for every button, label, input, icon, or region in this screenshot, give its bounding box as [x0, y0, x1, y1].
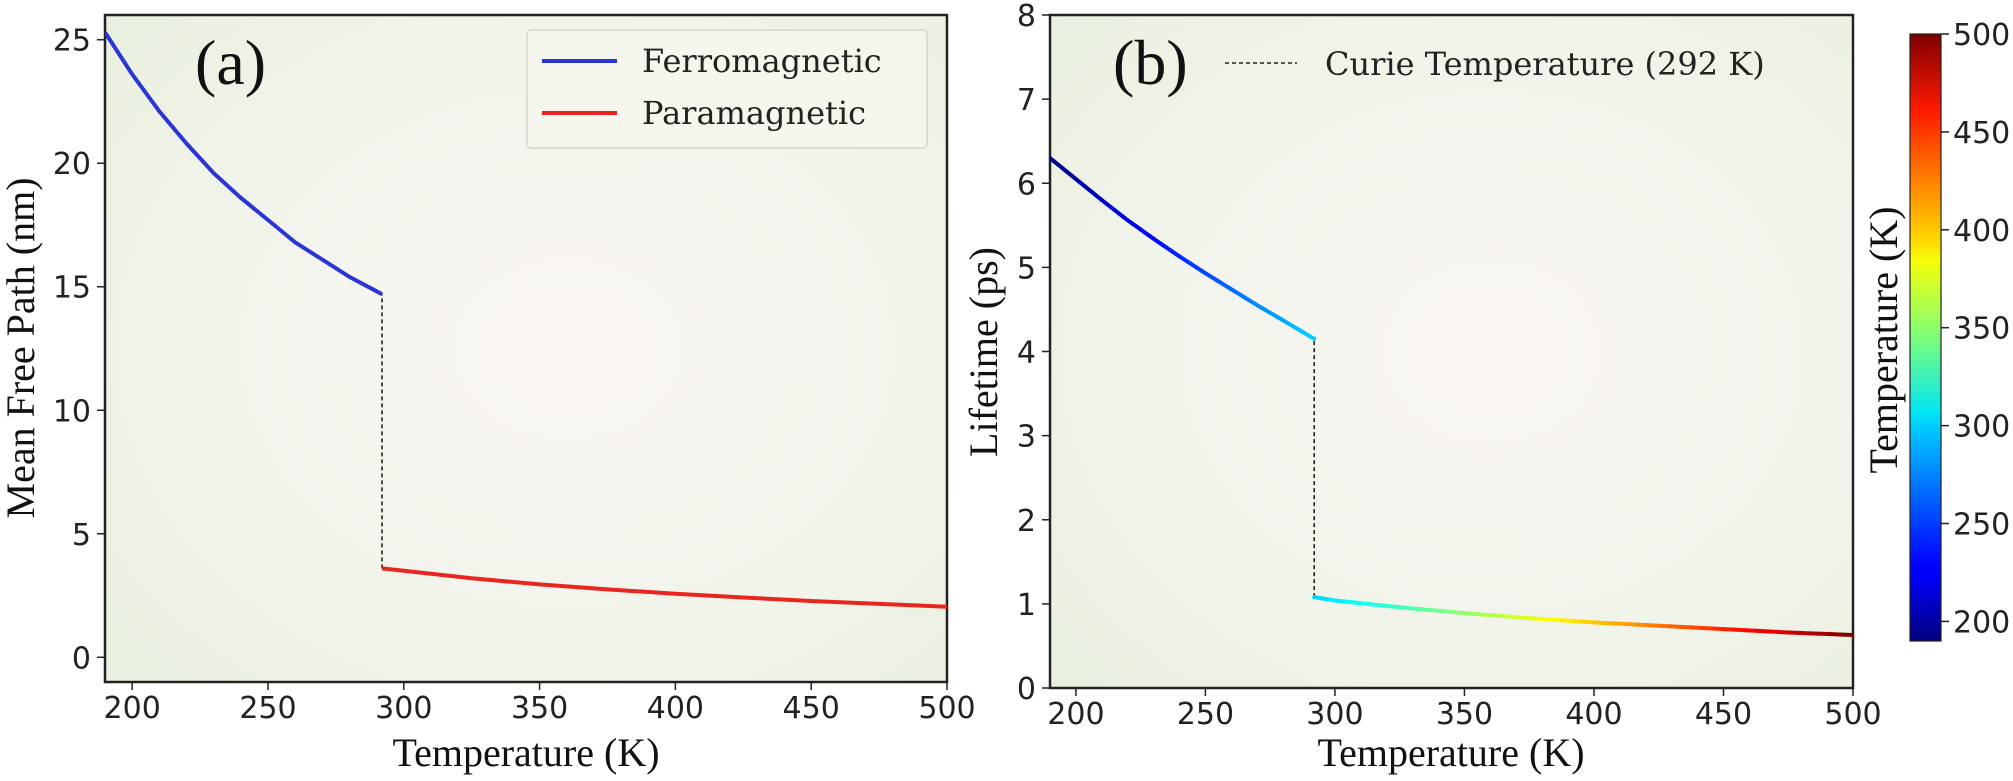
colorbar-tick-label: 500: [1953, 18, 2010, 53]
x-ticks-a: 200 250 300 350 400 450 500: [104, 682, 976, 726]
x-tick-label: 450: [783, 691, 840, 726]
y-tick-label: 8: [1017, 0, 1036, 34]
x-tick-label: 400: [647, 691, 704, 726]
y-tick-label: 20: [53, 147, 91, 182]
x-tick-label: 450: [1695, 697, 1752, 732]
x-tick-label: 300: [375, 691, 432, 726]
panel-label-a: (a): [195, 27, 266, 98]
y-tick-label: 10: [53, 394, 91, 429]
colorbar-tick-label: 250: [1953, 508, 2010, 543]
y-tick-label: 3: [1017, 420, 1036, 455]
legend-label-paramagnetic: Paramagnetic: [642, 94, 866, 132]
panel-b: 200 250 300 350 400 450 500 0 1 2 3 4 5 6 7 8 (b) Temp…: [961, 0, 1882, 775]
y-tick-label: 6: [1017, 167, 1036, 202]
lifetime-segment: [1307, 333, 1317, 341]
y-tick-label: 5: [72, 518, 91, 553]
x-tick-label: 200: [1047, 697, 1104, 732]
y-tick-label: 7: [1017, 83, 1036, 118]
lifetime-line-ferromagnetic: [1050, 156, 1317, 341]
x-axis-label-b: Temperature (K): [1317, 730, 1584, 775]
series-line-ferromagnetic: [105, 31, 383, 296]
legend-b: Curie Temperature (292 K): [1225, 45, 1765, 83]
y-tick-label: 1: [1017, 588, 1036, 623]
colorbar-tick-label: 300: [1953, 410, 2010, 445]
y-ticks-b: 0 1 2 3 4 5 6 7 8: [1017, 0, 1050, 707]
series-line-paramagnetic: [381, 566, 947, 609]
panel-label-b: (b): [1113, 27, 1188, 98]
panel-a: 200 250 300 350 400 450 500 0 5 10 15 20 25 (a) Tem…: [0, 13, 976, 775]
x-tick-label: 500: [918, 691, 975, 726]
lifetime-line-paramagnetic: [1312, 595, 1853, 638]
x-tick-label: 200: [104, 691, 161, 726]
y-axis-label-b: Lifetime (ps): [961, 247, 1006, 457]
colorbar-tick-label: 200: [1953, 605, 2010, 640]
colorbar-gradient: [1909, 33, 1942, 642]
y-tick-label: 0: [1017, 672, 1036, 707]
colorbar-label: Temperature (K): [1861, 206, 1906, 473]
colorbar-tick-label: 350: [1953, 312, 2010, 347]
colorbar-tick-label: 400: [1953, 214, 2010, 249]
colorbar: 200 250 300 350 400 450 500 Temperature (K): [1861, 18, 2010, 642]
x-ticks-b: 200 250 300 350 400 450 500: [1047, 688, 1882, 732]
legend-a: Ferromagnetic Paramagnetic: [526, 29, 928, 149]
colorbar-tick-label: 450: [1953, 116, 2010, 151]
x-tick-label: 500: [1824, 697, 1881, 732]
y-tick-label: 4: [1017, 336, 1036, 371]
plot-area-b: [1048, 13, 1855, 690]
y-tick-label: 2: [1017, 504, 1036, 539]
y-ticks-a: 0 5 10 15 20 25: [53, 24, 105, 676]
y-tick-label: 15: [53, 271, 91, 306]
y-tick-label: 5: [1017, 251, 1036, 286]
y-axis-label-a: Mean Free Path (nm): [0, 177, 43, 518]
legend-box-a: [526, 29, 928, 149]
legend-label-curie: Curie Temperature (292 K): [1325, 45, 1765, 83]
x-tick-label: 350: [1436, 697, 1493, 732]
x-tick-label: 400: [1565, 697, 1622, 732]
legend-label-ferromagnetic: Ferromagnetic: [642, 42, 882, 80]
colorbar-ticks: 200 250 300 350 400 450 500: [1941, 18, 2010, 640]
y-tick-label: 25: [53, 24, 91, 59]
x-tick-label: 250: [1177, 697, 1234, 732]
x-tick-label: 250: [239, 691, 296, 726]
x-tick-label: 350: [511, 691, 568, 726]
x-tick-label: 300: [1306, 697, 1363, 732]
x-axis-label-a: Temperature (K): [392, 730, 659, 775]
y-tick-label: 0: [72, 641, 91, 676]
